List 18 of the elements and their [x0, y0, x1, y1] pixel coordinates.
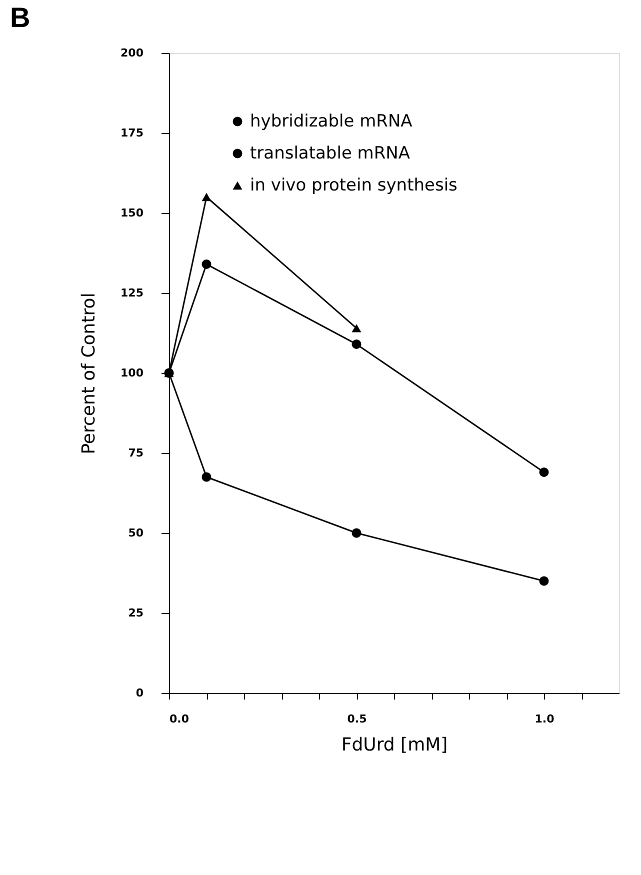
- x-tick-label: 0.0: [170, 712, 190, 726]
- y-tick-label: 200: [120, 46, 144, 60]
- y-tick-label: 125: [120, 286, 144, 300]
- y-tick-label: 175: [120, 126, 144, 140]
- y-tick-label: 75: [128, 446, 144, 460]
- x-tick-label: 1.0: [534, 712, 555, 726]
- legend-label: in vivo protein synthesis: [250, 176, 458, 196]
- x-tick-label: 0.5: [347, 712, 367, 726]
- chart-title: B: [10, 2, 30, 33]
- y-tick-label: 150: [120, 206, 144, 220]
- y-tick-label: 100: [120, 366, 144, 380]
- y-axis-title: Percent of Control: [78, 292, 100, 454]
- x-axis-title: FdUrd [mM]: [341, 734, 448, 756]
- legend-label: translatable mRNA: [250, 144, 410, 164]
- y-tick-label: 25: [128, 606, 144, 620]
- y-tick-label: 50: [128, 526, 144, 540]
- y-tick-label: 0: [136, 686, 144, 700]
- legend-label: hybridizable mRNA: [250, 112, 413, 132]
